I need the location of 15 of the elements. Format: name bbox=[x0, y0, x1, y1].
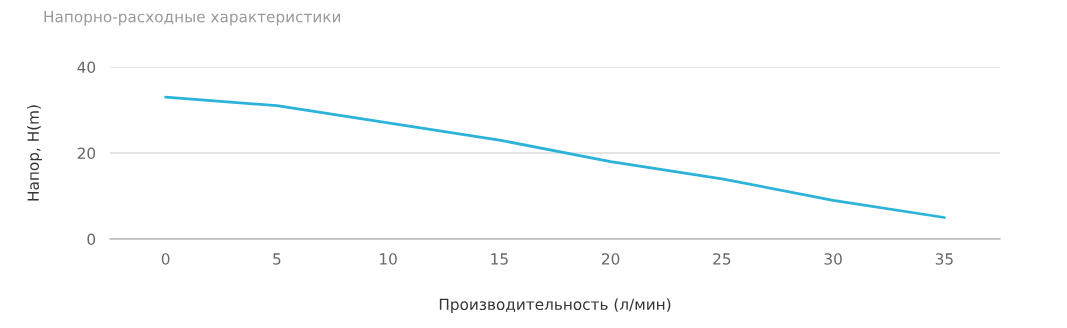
y-tick-label: 20 bbox=[77, 147, 96, 160]
x-tick-label: 0 bbox=[161, 253, 170, 265]
x-tick-label: 20 bbox=[602, 253, 620, 265]
x-tick-label: 10 bbox=[380, 253, 397, 265]
chart-title: Напорно-расходные характеристики bbox=[44, 11, 341, 26]
x-tick-label: 15 bbox=[491, 253, 508, 265]
x-tick-label: 25 bbox=[713, 253, 731, 265]
y-tick-label: 0 bbox=[87, 233, 96, 246]
line-series bbox=[164, 95, 946, 219]
y-tick-label: 40 bbox=[77, 61, 96, 74]
y-axis-title: Напор, H(m) bbox=[27, 105, 42, 201]
x-tick-label: 5 bbox=[273, 253, 281, 265]
x-tick-label: 30 bbox=[824, 253, 842, 265]
x-tick-label: 35 bbox=[935, 253, 953, 265]
x-axis-title: Производительность (л/мин) bbox=[439, 298, 671, 314]
